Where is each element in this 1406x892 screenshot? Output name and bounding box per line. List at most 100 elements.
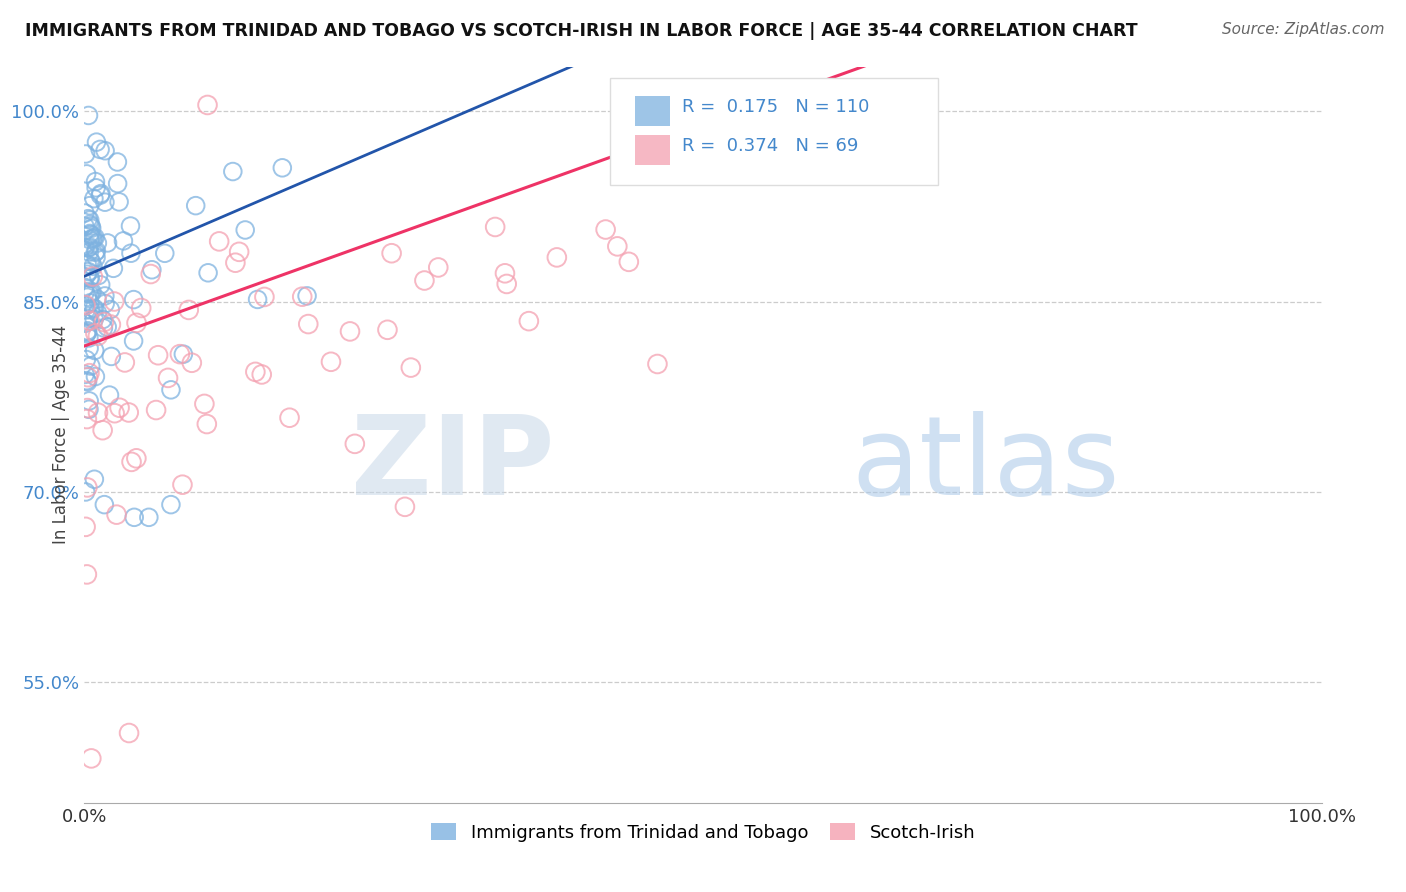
Point (108, 401, 131, 415)
Point (76, 480, 98, 494)
Point (222, 164, 245, 178)
Point (197, 266, 219, 280)
Point (291, 290, 314, 304)
Point (606, 239, 628, 253)
Point (278, 410, 301, 425)
Point (77, 309, 100, 323)
Point (86, 306, 108, 320)
Point (125, 316, 148, 330)
Point (79, 217, 101, 231)
Point (82, 232, 104, 246)
Point (79, 271, 101, 285)
Point (75, 299, 97, 313)
Point (86, 244, 108, 258)
Point (80, 285, 103, 300)
Point (93, 498, 115, 512)
Point (484, 219, 506, 234)
Point (84, 251, 107, 265)
Point (319, 355, 342, 369)
Point (76, 324, 98, 338)
Point (77, 211, 100, 226)
Point (75, 316, 97, 330)
Point (399, 360, 422, 375)
Point (82, 285, 104, 300)
Point (86, 135, 108, 149)
Point (76, 374, 98, 388)
Legend: Immigrants from Trinidad and Tobago, Scotch-Irish: Immigrants from Trinidad and Tobago, Sco… (423, 816, 983, 849)
Point (77, 265, 100, 279)
Point (122, 510, 145, 524)
Point (79, 240, 101, 254)
Point (103, 294, 125, 309)
Point (77, 108, 100, 122)
Point (76, 257, 98, 271)
Point (595, 222, 617, 236)
Point (122, 293, 145, 307)
Point (139, 267, 162, 281)
Point (517, 314, 540, 328)
Point (114, 355, 136, 369)
Point (83, 312, 105, 326)
Point (77, 241, 100, 255)
Point (160, 498, 183, 512)
Point (84, 369, 107, 384)
Point (297, 317, 319, 331)
FancyBboxPatch shape (636, 96, 669, 126)
Point (80, 302, 103, 317)
Point (76, 401, 98, 415)
Point (93, 321, 115, 335)
Point (495, 277, 517, 291)
Point (84, 175, 107, 189)
Point (73, 285, 96, 300)
Text: R =  0.374   N = 69: R = 0.374 N = 69 (682, 136, 858, 154)
Point (180, 356, 202, 370)
Point (120, 246, 142, 260)
Point (90, 186, 112, 201)
Point (76, 326, 98, 340)
Point (193, 397, 215, 411)
Point (105, 508, 128, 522)
Point (80, 254, 103, 268)
Point (89, 143, 111, 157)
Point (82, 260, 104, 274)
Point (494, 266, 516, 280)
Point (228, 244, 250, 259)
Point (77, 331, 100, 345)
Point (76, 375, 98, 389)
Point (112, 234, 135, 248)
Point (197, 98, 219, 112)
Point (87, 328, 110, 343)
Point (83, 472, 105, 486)
Point (87, 268, 110, 283)
Point (157, 371, 180, 385)
Point (172, 477, 194, 491)
Point (79, 227, 101, 241)
Point (679, 141, 702, 155)
Point (94, 144, 117, 158)
Text: ZIP: ZIP (352, 411, 554, 517)
Point (153, 246, 176, 260)
Point (76, 267, 98, 281)
Point (73, 219, 96, 234)
Point (79, 233, 101, 247)
Point (271, 161, 294, 175)
Point (79, 271, 101, 285)
Point (250, 368, 273, 382)
Point (377, 323, 399, 337)
Point (77, 370, 100, 384)
Point (253, 290, 276, 304)
Point (75, 298, 97, 312)
Point (104, 406, 127, 420)
Point (103, 261, 125, 276)
Point (76, 290, 98, 304)
Point (169, 347, 191, 361)
Point (84, 326, 107, 341)
Text: IMMIGRANTS FROM TRINIDAD AND TOBAGO VS SCOTCH-IRISH IN LABOR FORCE | AGE 35-44 C: IMMIGRANTS FROM TRINIDAD AND TOBAGO VS S… (25, 22, 1137, 40)
Point (79, 245, 101, 260)
Point (118, 726, 141, 740)
Point (107, 155, 129, 169)
Point (107, 177, 129, 191)
Point (79, 296, 101, 310)
Point (75, 147, 97, 161)
Point (141, 262, 163, 277)
